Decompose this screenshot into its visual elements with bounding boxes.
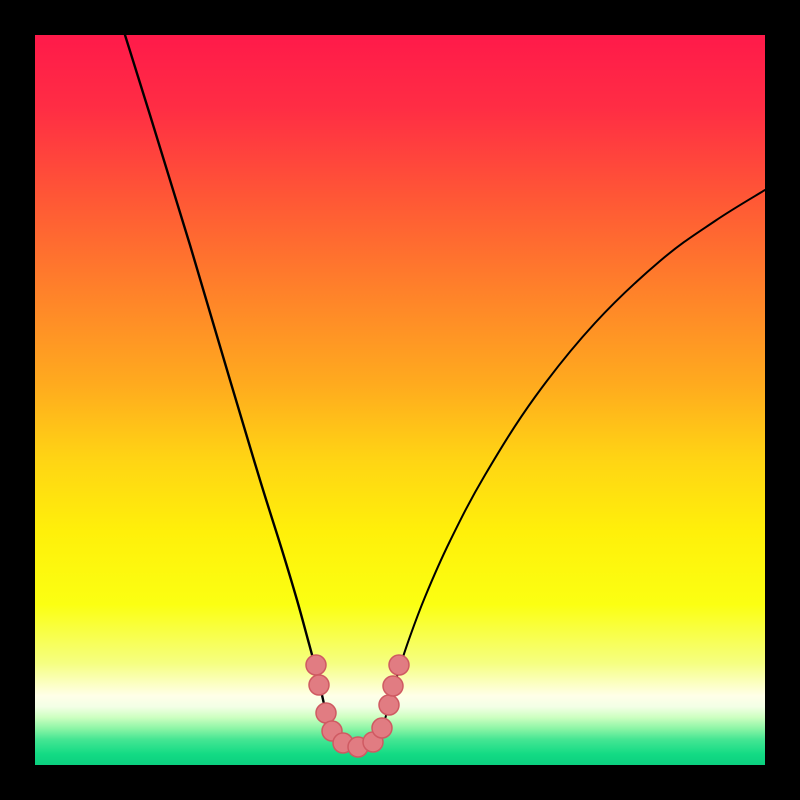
marker-point: [389, 655, 409, 675]
marker-point: [306, 655, 326, 675]
chart-plot-area: [35, 35, 765, 765]
marker-point: [309, 675, 329, 695]
chart-svg: [35, 35, 765, 765]
marker-point: [316, 703, 336, 723]
marker-point: [383, 676, 403, 696]
chart-frame: [0, 0, 800, 800]
marker-point: [379, 695, 399, 715]
marker-point: [372, 718, 392, 738]
